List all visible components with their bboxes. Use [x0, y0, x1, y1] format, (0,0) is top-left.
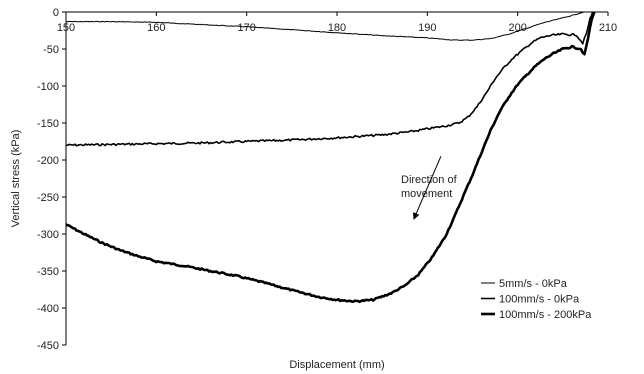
y-tick-label: -50	[43, 44, 59, 56]
y-tick-label: -450	[37, 340, 59, 352]
x-tick-label: 160	[147, 22, 165, 34]
series-lines	[65, 11, 596, 304]
series-line-2	[65, 11, 594, 147]
y-tick-label: -150	[37, 118, 59, 130]
y-axis-title: Vertical stress (kPa)	[10, 130, 22, 228]
x-tick-label: 190	[418, 22, 436, 34]
legend-label: 5mm/s - 0kPa	[499, 278, 568, 290]
legend-label: 100mm/s - 200kPa	[499, 309, 592, 321]
y-tick-label: -100	[37, 81, 59, 93]
y-tick-label: -300	[37, 229, 59, 241]
plot-background	[66, 12, 608, 345]
x-axis-title: Displacement (mm)	[289, 359, 384, 371]
plot-area	[66, 12, 608, 345]
y-tick-label: -200	[37, 155, 59, 167]
series-line-1	[65, 11, 584, 41]
x-tick-label: 150	[57, 22, 75, 34]
legend: 5mm/s - 0kPa 100mm/s - 0kPa 100mm/s - 200k…	[481, 278, 592, 321]
direction-annotation: Direction of movement	[401, 156, 458, 220]
series-line-3	[65, 11, 596, 304]
x-tick-label: 170	[237, 22, 255, 34]
legend-label: 100mm/s - 0kPa	[499, 294, 580, 306]
annotation-text-line: Direction of	[401, 174, 458, 186]
direction-arrow	[413, 156, 442, 220]
y-tick-label: -250	[37, 192, 59, 204]
annotation-text-line: movement	[401, 188, 452, 200]
y-tick-label: -350	[37, 266, 59, 278]
axes: 0 -50 -100 -150 -200 -250 -300 -350 -400 -450 150 1…	[10, 7, 617, 371]
x-tick-label: 210	[599, 22, 617, 34]
x-tick-label: 200	[508, 22, 526, 34]
x-tick-label: 180	[328, 22, 346, 34]
y-tick-label: 0	[53, 7, 59, 19]
y-tick-label: -400	[37, 303, 59, 315]
